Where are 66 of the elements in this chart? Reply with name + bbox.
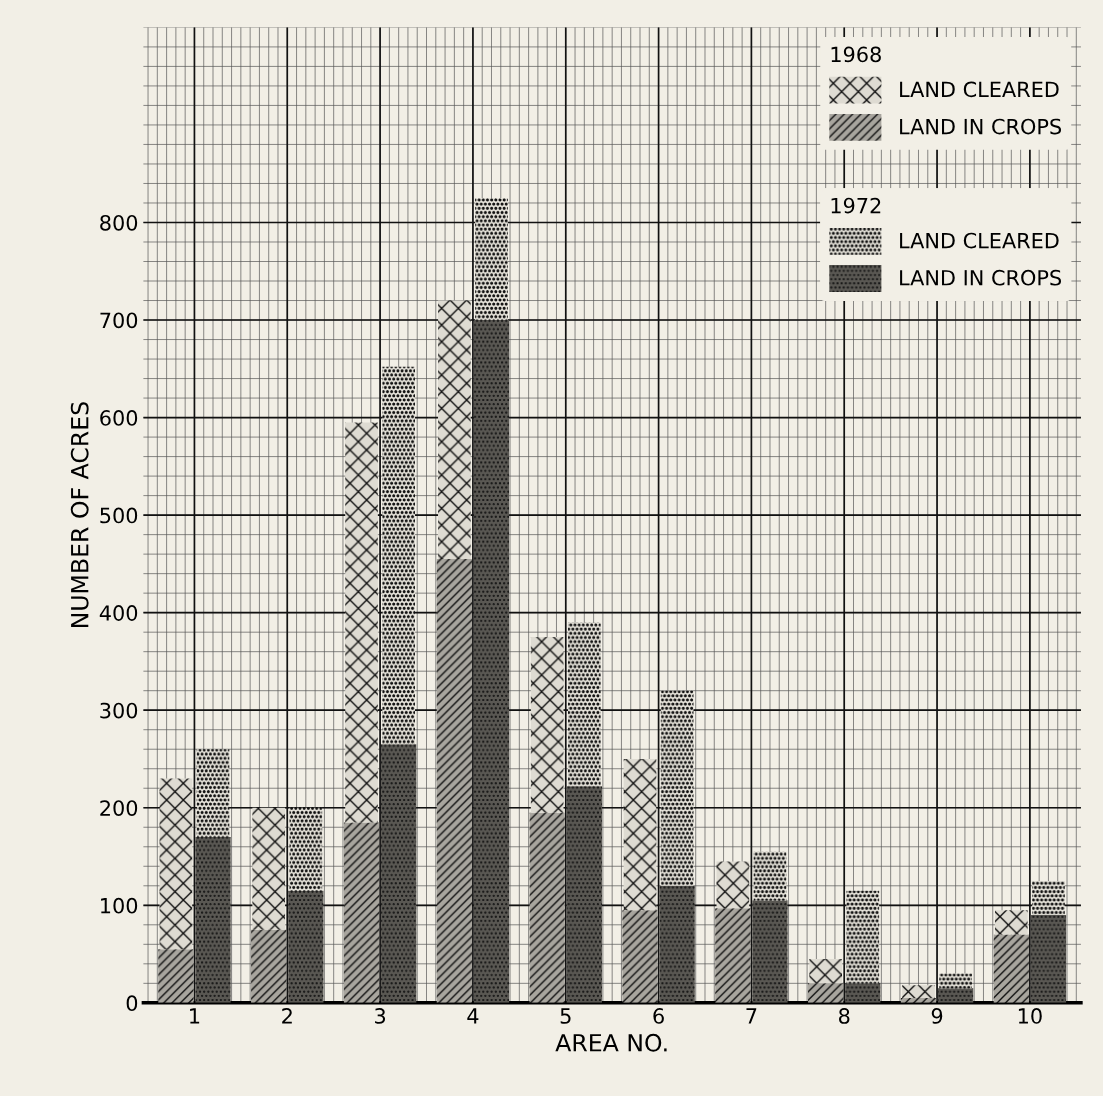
- annotation: 1972: [831, 197, 881, 214]
- bar: [715, 908, 751, 1003]
- bar: [345, 422, 378, 823]
- annotation: 1968: [831, 46, 881, 63]
- y-tick-label: 600: [100, 410, 138, 426]
- bar: [195, 837, 231, 1003]
- x-tick-label: 6: [653, 1008, 664, 1024]
- y-tick-label: 800: [100, 214, 138, 231]
- bar: [567, 622, 601, 787]
- y-tick-label: 0: [126, 995, 138, 1012]
- x-tick-label: 3: [375, 1008, 386, 1024]
- bar: [288, 890, 324, 1003]
- bar: [473, 320, 510, 1003]
- bar: [382, 366, 415, 745]
- y-tick-label: 700: [100, 312, 138, 329]
- y-tick-label: 300: [100, 702, 138, 719]
- bar: [530, 637, 564, 813]
- x-axis-title: AREA NO.: [555, 1033, 667, 1052]
- bar: [808, 983, 844, 1003]
- y-tick-label: 400: [99, 605, 138, 621]
- bar: [436, 559, 472, 1003]
- y-axis-title: NUMBER OF ACRES: [70, 402, 89, 628]
- x-tick-label: 10: [1018, 1008, 1042, 1024]
- bar: [438, 300, 471, 560]
- bar: [159, 778, 193, 950]
- y-tick-label: 200: [100, 800, 138, 816]
- bar: [993, 934, 1029, 1003]
- bar: [566, 786, 602, 1003]
- bar: [846, 890, 880, 984]
- x-tick-label: 2: [282, 1008, 292, 1024]
- legend-label: LAND CLEARED: [900, 81, 1059, 98]
- bar: [251, 929, 287, 1003]
- bar: [158, 949, 194, 1003]
- y-tick-label: 500: [100, 507, 138, 524]
- x-tick-label: 7: [746, 1008, 757, 1024]
- bar: [660, 690, 694, 886]
- bar: [902, 985, 935, 998]
- legend-label: LAND CLEARED: [900, 232, 1059, 249]
- x-tick-label: 8: [839, 1008, 850, 1024]
- bar: [196, 749, 230, 838]
- bar: [1032, 880, 1065, 916]
- legend-label: LAND IN CROPS: [900, 269, 1062, 286]
- y-tick-label: 100: [101, 897, 138, 914]
- bar: [623, 758, 657, 911]
- bar: [752, 900, 788, 1003]
- x-tick-label: 1: [190, 1008, 200, 1024]
- bar: [659, 885, 695, 1003]
- bar: [937, 988, 974, 1003]
- x-tick-label: 5: [560, 1008, 571, 1024]
- bar: [252, 807, 286, 930]
- bar: [529, 812, 565, 1003]
- bar: [939, 973, 972, 989]
- bar: [753, 851, 787, 901]
- bar: [381, 744, 417, 1003]
- x-tick-label: 9: [931, 1008, 943, 1024]
- bar: [845, 983, 881, 1003]
- x-tick-label: 4: [467, 1008, 479, 1024]
- bar: [994, 910, 1028, 935]
- bar: [716, 861, 750, 909]
- bar: [622, 910, 658, 1003]
- legend-label: LAND IN CROPS: [900, 118, 1062, 135]
- bar: [343, 822, 380, 1003]
- bar: [809, 958, 842, 984]
- bar: [1030, 915, 1067, 1003]
- bar: [289, 807, 323, 891]
- bar: [475, 198, 508, 321]
